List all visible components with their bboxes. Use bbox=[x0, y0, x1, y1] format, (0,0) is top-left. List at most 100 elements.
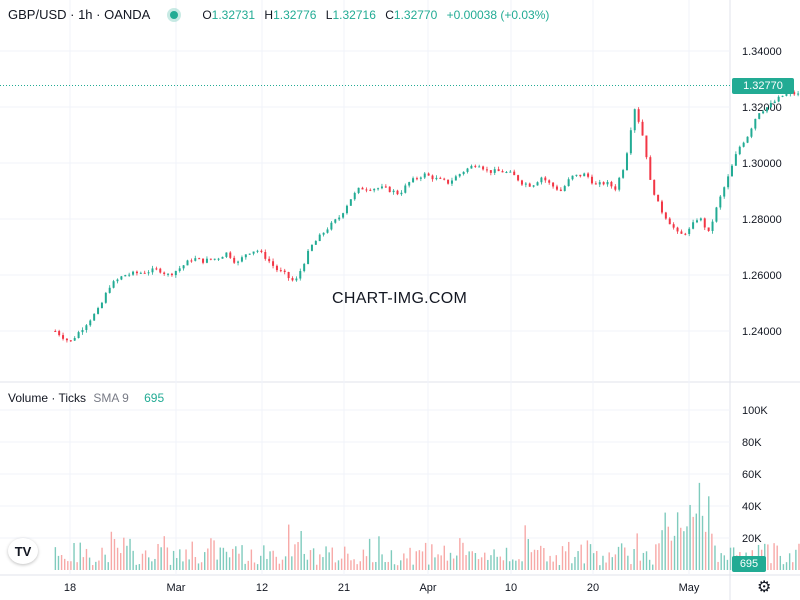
volume-bar bbox=[250, 549, 253, 570]
candle-body bbox=[571, 175, 574, 180]
candle bbox=[244, 254, 247, 260]
candle bbox=[213, 258, 216, 261]
candle bbox=[505, 170, 508, 174]
candle bbox=[587, 172, 590, 179]
high-label: H bbox=[264, 7, 274, 22]
volume-bar bbox=[319, 554, 321, 570]
volume-bar bbox=[795, 549, 797, 570]
candle bbox=[660, 199, 663, 215]
candle bbox=[474, 164, 477, 168]
candle-body bbox=[419, 177, 422, 179]
candle bbox=[431, 174, 434, 182]
last-volume-tag: 695 bbox=[732, 556, 766, 572]
volume-bar bbox=[406, 558, 408, 570]
candle-body bbox=[773, 101, 776, 103]
candle bbox=[493, 166, 496, 175]
volume-bar bbox=[191, 541, 193, 570]
volume-bar bbox=[415, 551, 417, 570]
volume-bar bbox=[683, 531, 685, 570]
volume-bar bbox=[602, 555, 604, 570]
candles bbox=[54, 90, 800, 343]
candle bbox=[151, 265, 154, 275]
candle bbox=[610, 180, 613, 189]
candle bbox=[283, 268, 286, 275]
volume-bar bbox=[421, 551, 424, 570]
candle-body bbox=[89, 320, 92, 326]
volume-bar bbox=[477, 559, 480, 570]
candle-body bbox=[676, 227, 679, 232]
candle bbox=[275, 264, 278, 273]
volume-bar bbox=[508, 561, 511, 570]
volume-bar bbox=[580, 544, 582, 570]
volume-legend[interactable]: Volume · Ticks SMA 9 695 bbox=[8, 391, 164, 405]
candle bbox=[692, 219, 695, 230]
gear-icon[interactable]: ⚙ bbox=[757, 579, 772, 596]
candle-body bbox=[513, 171, 516, 176]
candle bbox=[73, 336, 76, 342]
candle-body bbox=[163, 272, 166, 274]
candle-body bbox=[209, 258, 212, 260]
volume-bar bbox=[515, 560, 517, 570]
candle-body bbox=[291, 278, 294, 281]
candle bbox=[758, 113, 761, 120]
candle-body bbox=[520, 180, 523, 185]
candle bbox=[143, 270, 146, 274]
candle bbox=[699, 217, 702, 222]
volume-tick-label: 60K bbox=[742, 469, 762, 481]
volume-bar bbox=[359, 561, 361, 570]
volume-bar bbox=[79, 542, 81, 570]
candle bbox=[369, 188, 372, 192]
candle-body bbox=[447, 179, 450, 184]
volume-bar bbox=[617, 546, 620, 570]
candle bbox=[688, 227, 691, 237]
candle bbox=[734, 151, 737, 166]
volume-bar bbox=[431, 544, 433, 570]
candle bbox=[58, 329, 61, 337]
candle bbox=[93, 313, 96, 321]
candle-body bbox=[532, 185, 535, 187]
volume-bar bbox=[263, 545, 265, 570]
volume-bar bbox=[144, 550, 147, 570]
volume-bar bbox=[179, 549, 181, 570]
volume-label: Volume bbox=[8, 391, 49, 405]
candle bbox=[528, 182, 531, 187]
candle bbox=[443, 177, 446, 181]
candle-body bbox=[182, 265, 185, 269]
candle-body bbox=[769, 102, 772, 108]
candle-body bbox=[466, 168, 469, 172]
candle bbox=[205, 256, 208, 264]
volume-bar bbox=[210, 538, 212, 570]
candle-body bbox=[719, 196, 722, 208]
candle-body bbox=[233, 257, 236, 263]
volume-bar bbox=[85, 548, 88, 570]
candle-body bbox=[695, 220, 698, 223]
candle-body bbox=[307, 250, 310, 264]
volume-bar bbox=[770, 563, 772, 570]
candle-body bbox=[283, 270, 286, 272]
candle bbox=[209, 258, 212, 261]
candle bbox=[462, 171, 465, 176]
volume-tick-label: 20K bbox=[742, 533, 762, 545]
candle bbox=[742, 141, 745, 148]
candle-body bbox=[435, 177, 438, 180]
volume-bar bbox=[698, 482, 701, 570]
volume-bar bbox=[661, 530, 663, 570]
volume-bar bbox=[368, 538, 371, 570]
candle bbox=[182, 264, 185, 271]
candle bbox=[120, 275, 123, 281]
candle bbox=[415, 176, 418, 181]
volume-bar bbox=[98, 560, 100, 570]
candle-body bbox=[85, 325, 88, 330]
volume-bar bbox=[166, 547, 169, 570]
candle-body bbox=[610, 181, 613, 187]
volume-bar bbox=[673, 535, 676, 570]
symbol-title[interactable]: GBP/USD · 1h · OANDA bbox=[8, 7, 151, 22]
tradingview-logo-icon[interactable]: TV bbox=[8, 538, 38, 564]
candle-body bbox=[583, 173, 586, 177]
volume-bar bbox=[253, 562, 256, 570]
candle bbox=[781, 95, 784, 98]
candle-body bbox=[248, 253, 251, 255]
volume-bar bbox=[546, 561, 548, 570]
volume-bar bbox=[652, 564, 654, 570]
